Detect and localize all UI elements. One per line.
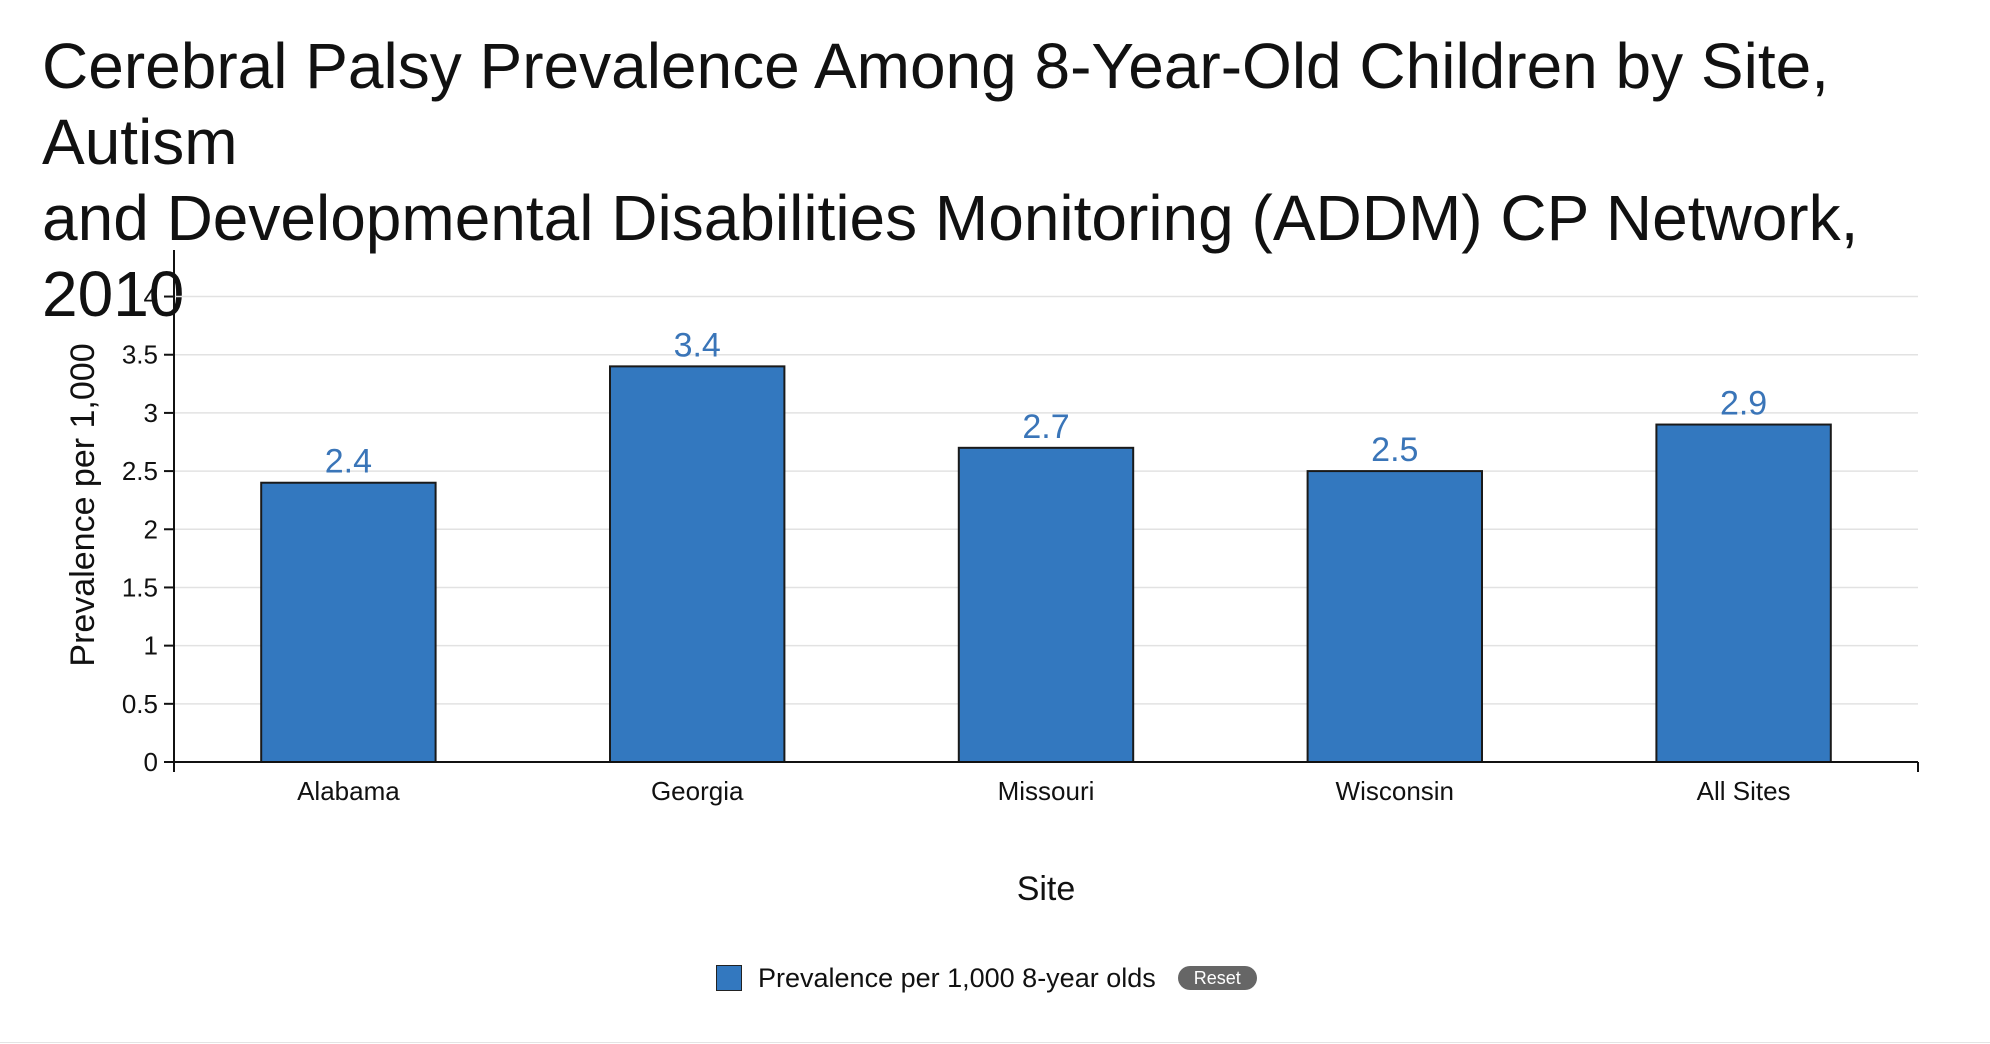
- data-label: 2.4: [325, 443, 372, 481]
- y-tick-label: 2: [144, 514, 158, 544]
- axes: 0 0.5 1 1.5 2 2.5 3 3.5 4 Alabama Georgia Missouri W…: [122, 250, 1919, 806]
- y-tick-label: 1.5: [122, 572, 158, 602]
- bars: [260, 365, 1832, 763]
- bar-alabama[interactable]: [260, 481, 437, 763]
- y-tick-label: 3: [144, 398, 158, 428]
- chart-title: Cerebral Palsy Prevalence Among 8-Year-O…: [42, 30, 1859, 330]
- y-tick-label: 0: [144, 747, 158, 777]
- data-label: 2.5: [1371, 431, 1418, 469]
- y-tick-label: 0.5: [122, 689, 158, 719]
- y-tick-label: 1: [144, 631, 158, 661]
- x-tick-label: Alabama: [297, 776, 400, 806]
- x-axis-title: Site: [1017, 870, 1076, 908]
- data-labels: 2.4 3.4 2.7 2.5 2.9: [325, 326, 1767, 480]
- x-tick-label: Georgia: [651, 776, 744, 806]
- legend-label[interactable]: Prevalence per 1,000 8-year olds: [758, 962, 1156, 993]
- y-tick-label: 2.5: [122, 456, 158, 486]
- reset-button[interactable]: Reset: [1177, 966, 1257, 990]
- data-label: 2.7: [1022, 408, 1069, 446]
- divider: [0, 1042, 1990, 1043]
- x-tick-label: Missouri: [998, 776, 1095, 806]
- x-tick-label: All Sites: [1697, 776, 1791, 806]
- bar-georgia[interactable]: [609, 365, 786, 763]
- bar-wisconsin[interactable]: [1306, 470, 1483, 763]
- data-label: 3.4: [674, 326, 721, 364]
- legend-swatch[interactable]: [716, 965, 742, 991]
- y-tick-label: 4: [144, 282, 158, 312]
- y-axis-title: Prevalence per 1,000: [64, 343, 102, 666]
- legend: Prevalence per 1,000 8-year olds Reset: [716, 958, 1257, 998]
- bar-missouri[interactable]: [957, 446, 1135, 763]
- y-tick-label: 3.5: [122, 340, 158, 370]
- x-tick-label: Wisconsin: [1336, 776, 1454, 806]
- bar-all-sites[interactable]: [1655, 423, 1832, 763]
- data-label: 2.9: [1720, 385, 1767, 423]
